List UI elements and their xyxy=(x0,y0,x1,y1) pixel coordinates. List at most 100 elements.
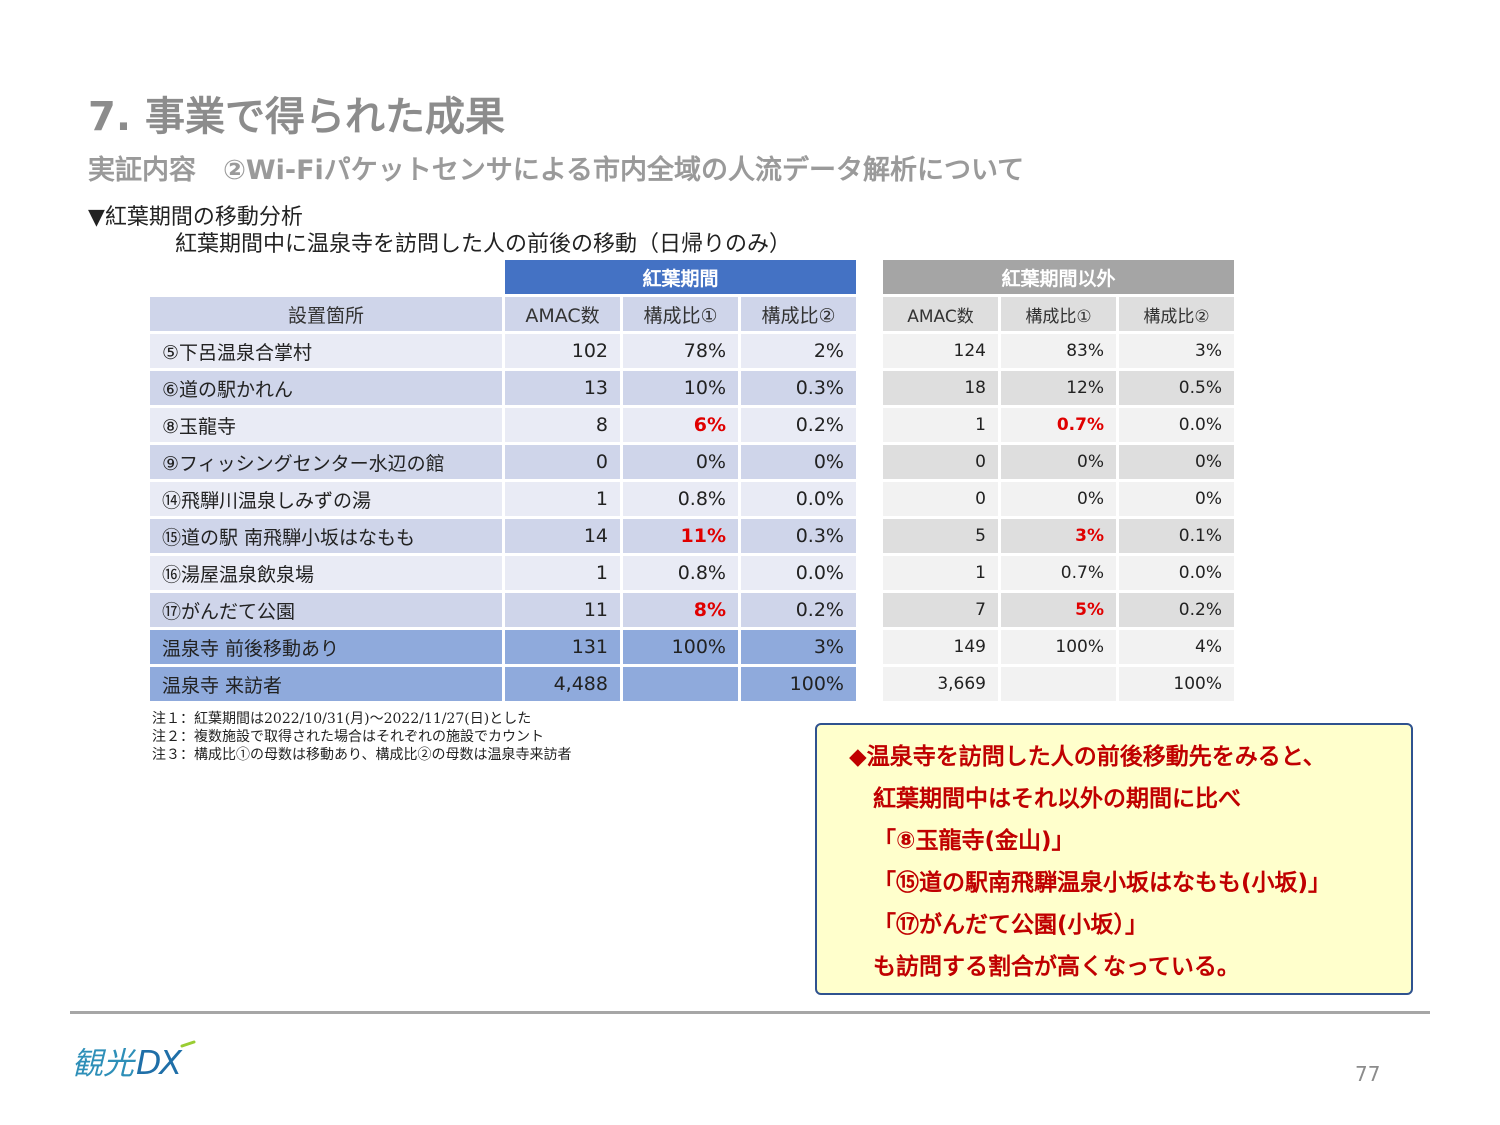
ratio1-cell: 0.8% xyxy=(623,482,738,516)
table-row: 1 0.7% 0.0% xyxy=(883,408,1234,442)
column-header-ratio2: 構成比② xyxy=(1119,297,1234,331)
ratio1-cell: 10% xyxy=(623,371,738,405)
amac-cell: 4,488 xyxy=(505,667,620,701)
ratio1-cell: 0% xyxy=(1001,482,1116,516)
ratio2-cell: 100% xyxy=(1119,667,1234,701)
ratio2-cell: 0.1% xyxy=(1119,519,1234,553)
amac-cell: 0 xyxy=(505,445,620,479)
ratio1-cell: 5% xyxy=(1001,593,1116,627)
ratio2-cell: 0.0% xyxy=(741,556,856,590)
amac-cell: 18 xyxy=(883,371,998,405)
location-cell: 温泉寺 前後移動あり xyxy=(150,630,502,664)
ratio1-cell: 0% xyxy=(1001,445,1116,479)
ratio1-cell: 100% xyxy=(1001,630,1116,664)
ratio2-cell: 0.0% xyxy=(1119,556,1234,590)
location-cell: 温泉寺 来訪者 xyxy=(150,667,502,701)
amac-cell: 13 xyxy=(505,371,620,405)
table-row: 1 0.7% 0.0% xyxy=(883,556,1234,590)
table-row: 0 0% 0% xyxy=(883,445,1234,479)
amac-cell: 124 xyxy=(883,334,998,368)
amac-cell: 102 xyxy=(505,334,620,368)
table-row: 18 12% 0.5% xyxy=(883,371,1234,405)
amac-cell: 8 xyxy=(505,408,620,442)
ratio2-cell: 0% xyxy=(1119,445,1234,479)
logo-graphic: 観光 DX xyxy=(72,1040,196,1082)
ratio1-cell xyxy=(1001,667,1116,701)
column-header-ratio1: 構成比① xyxy=(1001,297,1116,331)
ratio1-cell: 3% xyxy=(1001,519,1116,553)
footnotes: 注１：紅葉期間は2022/10/31(月)～2022/11/27(日)とした 注… xyxy=(152,710,571,764)
ratio2-cell: 0.2% xyxy=(741,408,856,442)
amac-cell: 149 xyxy=(883,630,998,664)
footnote: 注１：紅葉期間は2022/10/31(月)～2022/11/27(日)とした xyxy=(152,711,532,727)
summary-row: 149 100% 4% xyxy=(883,630,1234,664)
footer-divider xyxy=(70,1011,1430,1014)
ratio2-cell: 3% xyxy=(1119,334,1234,368)
column-header-ratio1: 構成比① xyxy=(623,297,738,331)
page-title: 7. 事業で得られた成果 xyxy=(88,94,505,140)
ratio2-cell: 0.3% xyxy=(741,519,856,553)
ratio1-cell: 11% xyxy=(623,519,738,553)
table-row: ⑭飛騨川温泉しみずの湯 1 0.8% 0.0% xyxy=(150,482,856,516)
other-period-table: 紅葉期間以外 AMAC数 構成比① 構成比② 124 83% 3% 18 12% 0.5%… xyxy=(880,257,1237,704)
amac-cell: 0 xyxy=(883,445,998,479)
callout-line: ◆温泉寺を訪問した人の前後移動先をみると、 xyxy=(849,744,1326,770)
ratio2-cell: 0.2% xyxy=(741,593,856,627)
callout-line: 「⑧玉龍寺(金山)」 xyxy=(873,828,1075,854)
autumn-period-table: 紅葉期間 設置箇所 AMAC数 構成比① 構成比② ⑤下呂温泉合掌村 102 78%… xyxy=(147,257,859,704)
ratio2-cell: 0% xyxy=(741,445,856,479)
location-cell: ⑮道の駅 南飛騨小坂はなもも xyxy=(150,519,502,553)
column-header-amac: AMAC数 xyxy=(883,297,998,331)
amac-cell: 7 xyxy=(883,593,998,627)
table-row: ⑮道の駅 南飛騨小坂はなもも 14 11% 0.3% xyxy=(150,519,856,553)
summary-row: 3,669 100% xyxy=(883,667,1234,701)
table-row: ⑧玉龍寺 8 6% 0.2% xyxy=(150,408,856,442)
ratio2-cell: 0.0% xyxy=(1119,408,1234,442)
callout-box: ◆温泉寺を訪問した人の前後移動先をみると、 紅葉期間中はそれ以外の期間に比べ 「… xyxy=(815,723,1413,995)
kanko-dx-logo: 観光 DX xyxy=(72,1040,202,1088)
table-row: 124 83% 3% xyxy=(883,334,1234,368)
ratio1-cell: 0.7% xyxy=(1001,556,1116,590)
location-cell: ⑥道の駅かれん xyxy=(150,371,502,405)
amac-cell: 11 xyxy=(505,593,620,627)
section-heading: ▼紅葉期間の移動分析 xyxy=(88,205,303,230)
table-row: ⑰がんだて公園 11 8% 0.2% xyxy=(150,593,856,627)
amac-cell: 1 xyxy=(505,556,620,590)
amac-cell: 1 xyxy=(505,482,620,516)
ratio2-cell: 3% xyxy=(741,630,856,664)
table-row: ⑨フィッシングセンター水辺の館 0 0% 0% xyxy=(150,445,856,479)
ratio2-cell: 0% xyxy=(1119,482,1234,516)
callout-line: 「⑰がんだて公園(小坂）」 xyxy=(873,912,1149,938)
ratio1-cell: 0.8% xyxy=(623,556,738,590)
table-row: ⑥道の駅かれん 13 10% 0.3% xyxy=(150,371,856,405)
amac-cell: 3,669 xyxy=(883,667,998,701)
ratio2-cell: 0.2% xyxy=(1119,593,1234,627)
location-cell: ⑰がんだて公園 xyxy=(150,593,502,627)
table-row: 5 3% 0.1% xyxy=(883,519,1234,553)
summary-row: 温泉寺 来訪者 4,488 100% xyxy=(150,667,856,701)
section-subheading: 紅葉期間中に温泉寺を訪問した人の前後の移動（日帰りのみ） xyxy=(175,232,792,257)
table-row: ⑤下呂温泉合掌村 102 78% 2% xyxy=(150,334,856,368)
amac-cell: 0 xyxy=(883,482,998,516)
location-cell: ⑤下呂温泉合掌村 xyxy=(150,334,502,368)
table-row: 0 0% 0% xyxy=(883,482,1234,516)
ratio1-cell: 6% xyxy=(623,408,738,442)
ratio2-cell: 0.5% xyxy=(1119,371,1234,405)
other-period-header: 紅葉期間以外 xyxy=(883,260,1234,294)
location-cell: ⑧玉龍寺 xyxy=(150,408,502,442)
ratio2-cell: 0.0% xyxy=(741,482,856,516)
amac-cell: 1 xyxy=(883,408,998,442)
ratio2-cell: 2% xyxy=(741,334,856,368)
location-cell: ⑨フィッシングセンター水辺の館 xyxy=(150,445,502,479)
ratio1-cell: 83% xyxy=(1001,334,1116,368)
ratio2-cell: 0.3% xyxy=(741,371,856,405)
ratio1-cell: 0.7% xyxy=(1001,408,1116,442)
page-number: 77 xyxy=(1355,1062,1381,1086)
location-cell: ⑭飛騨川温泉しみずの湯 xyxy=(150,482,502,516)
ratio1-cell: 12% xyxy=(1001,371,1116,405)
svg-text:観光: 観光 xyxy=(72,1046,137,1082)
callout-line: 紅葉期間中はそれ以外の期間に比べ xyxy=(873,786,1241,812)
ratio1-cell: 8% xyxy=(623,593,738,627)
footnote: 注３：構成比①の母数は移動あり、構成比②の母数は温泉寺来訪者 xyxy=(152,747,572,763)
location-cell: ⑯湯屋温泉飲泉場 xyxy=(150,556,502,590)
